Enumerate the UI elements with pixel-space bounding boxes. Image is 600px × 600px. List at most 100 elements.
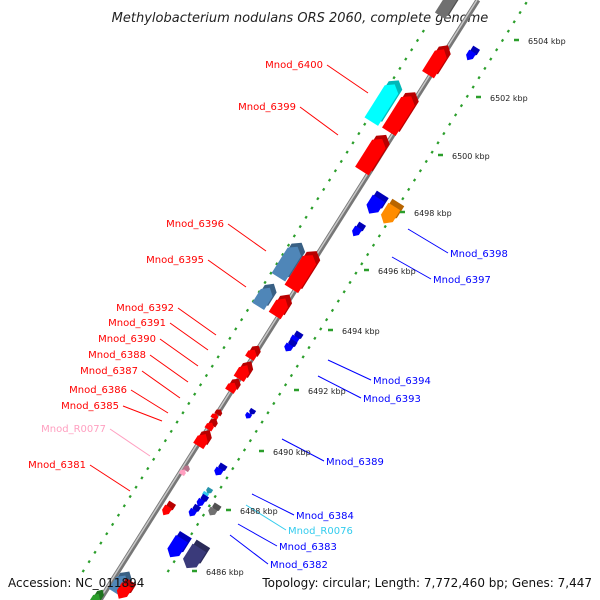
inner-tick	[248, 438, 252, 443]
inner-tick	[366, 252, 370, 257]
gene-face	[210, 413, 219, 421]
gene-block	[364, 80, 403, 126]
gene-label-left: Mnod_6395	[146, 255, 204, 266]
gene-block	[284, 338, 298, 352]
kbp-label: 6492 kbp	[308, 387, 346, 396]
outer-tick	[410, 48, 414, 52]
outer-tick	[421, 29, 425, 33]
inner-tick-track	[166, 1, 528, 573]
gene-label-right: Mnod_6397	[433, 275, 491, 286]
kbp-scale-labels: 6504 kbp 6502 kbp 6500 kbp 6498 kbp 6496 kbp…	[192, 37, 566, 577]
gene-block	[214, 462, 228, 476]
gene-label-left: Mnod_6381	[28, 460, 86, 471]
inner-tick	[190, 532, 194, 536]
gene-face	[162, 504, 173, 516]
inner-tick	[354, 271, 358, 275]
leader-line	[251, 493, 295, 516]
gene-label-right: Mnod_R0076	[288, 526, 353, 537]
gene-face	[188, 507, 198, 517]
leader-line	[237, 523, 278, 547]
gene-face	[193, 434, 208, 450]
gene-face	[466, 49, 477, 61]
gene-block	[434, 0, 459, 19]
kbp-label: 6488 kbp	[240, 507, 278, 516]
leader-line	[109, 428, 151, 457]
gene-face	[116, 582, 133, 599]
gene-features	[90, 0, 481, 600]
right-gene-labels: Mnod_6398 Mnod_6397 Mnod_6394 Mnod_6393 Mnod…	[270, 249, 508, 571]
outer-tick	[157, 448, 162, 452]
inner-tick	[453, 113, 458, 117]
inner-tick	[348, 280, 352, 285]
gene-label-left: Mnod_6399	[238, 102, 296, 113]
outer-tick	[216, 355, 220, 359]
outer-tick	[110, 522, 115, 527]
accession-text: Accession: NC_011894	[8, 576, 144, 590]
leader-line	[122, 405, 163, 422]
gene-block	[196, 493, 210, 507]
inner-tick	[324, 318, 329, 322]
kbp-label: 6496 kbp	[378, 267, 416, 276]
gene-face	[167, 534, 188, 558]
outer-tick	[152, 457, 156, 461]
leader-line	[317, 375, 362, 399]
kbp-label: 6504 kbp	[528, 37, 566, 46]
gene-block	[252, 283, 277, 311]
inner-tick	[219, 485, 223, 489]
gene-face	[90, 593, 100, 600]
outer-tick	[140, 476, 144, 480]
inner-tick	[424, 159, 428, 164]
gene-block	[268, 294, 293, 320]
inner-tick	[272, 401, 276, 406]
outer-tick	[234, 327, 238, 331]
inner-tick	[518, 10, 522, 15]
gene-block	[466, 45, 481, 61]
inner-tick	[448, 122, 452, 126]
inner-tick	[360, 262, 364, 266]
inner-tick	[512, 20, 516, 24]
inner-tick	[319, 327, 323, 331]
leader-line	[326, 64, 369, 94]
outer-tick	[269, 271, 273, 275]
inner-tick	[260, 420, 264, 424]
outer-tick	[187, 401, 191, 406]
inner-tick	[242, 448, 247, 452]
gene-face	[382, 96, 415, 137]
outer-tick	[357, 131, 361, 136]
leader-line	[299, 106, 339, 136]
leader-line	[169, 322, 209, 351]
gene-face	[366, 194, 385, 214]
outer-tick	[122, 504, 126, 508]
gene-face	[284, 342, 294, 352]
outer-tick	[363, 122, 367, 126]
inner-tick	[500, 38, 505, 43]
outer-tick	[128, 494, 132, 499]
gene-label-left: Mnod_6396	[166, 219, 224, 230]
gene-face	[233, 365, 250, 382]
outer-tick	[134, 485, 138, 489]
inner-tick	[336, 299, 340, 303]
kbp-label: 6486 kbp	[206, 568, 244, 577]
gene-label-right: Mnod_6398	[450, 249, 508, 260]
inner-tick	[237, 457, 241, 461]
gene-block	[355, 134, 390, 176]
gene-label-left: Mnod_6386	[69, 385, 127, 396]
gene-block	[284, 251, 321, 294]
outer-tick	[339, 159, 343, 164]
inner-tick	[412, 178, 417, 182]
kbp-label: 6502 kbp	[490, 94, 528, 103]
gene-face	[245, 411, 253, 419]
kbp-label: 6500 kbp	[452, 152, 490, 161]
inner-tick	[442, 131, 446, 136]
inner-tick	[477, 76, 481, 80]
outer-tick	[163, 438, 167, 443]
inner-tick	[225, 476, 229, 480]
gene-block	[208, 502, 222, 516]
leader-line	[177, 307, 217, 336]
rna-block	[178, 465, 190, 477]
gene-face	[225, 382, 237, 394]
gene-face	[178, 469, 186, 477]
inner-tick	[195, 522, 200, 527]
leader-line	[141, 370, 181, 399]
leader-line	[245, 504, 287, 531]
